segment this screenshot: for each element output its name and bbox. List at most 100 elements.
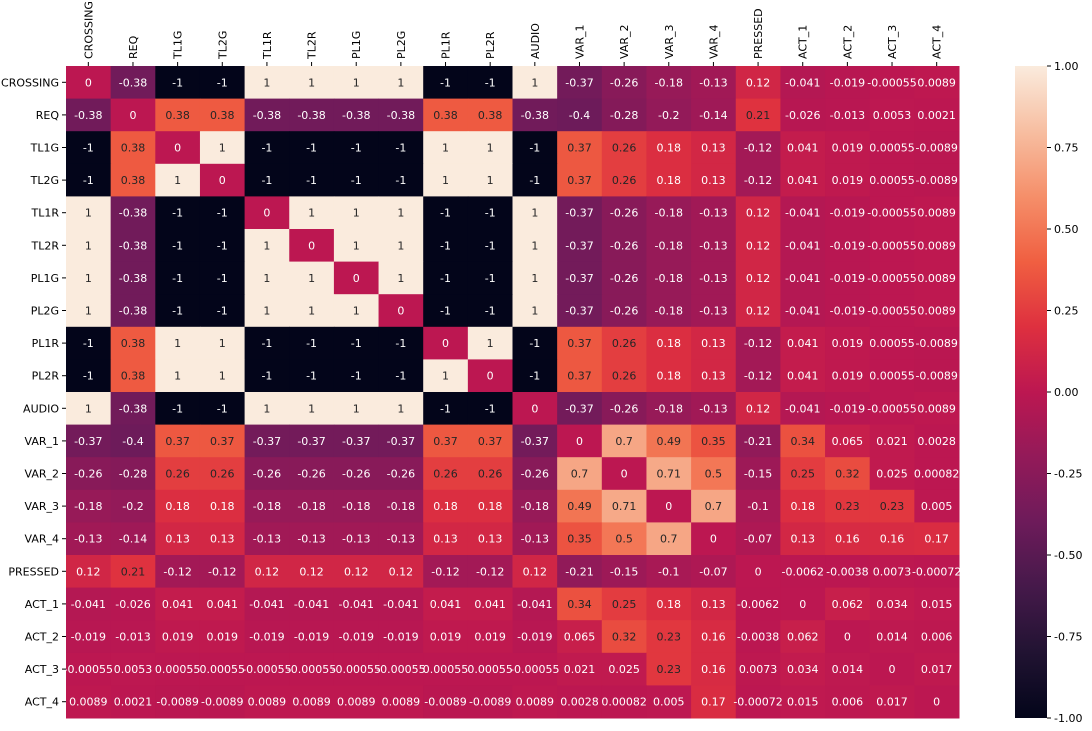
heatmap-cell (512, 229, 558, 263)
heatmap-cell (557, 66, 603, 100)
heatmap-cell (289, 489, 335, 523)
heatmap-cell (512, 620, 558, 654)
heatmap-cell (378, 294, 424, 328)
cell-value-label: -0.4 (569, 109, 590, 122)
heatmap-cell (289, 359, 335, 393)
cell-value-label: 0.0053 (114, 663, 153, 676)
heatmap-cell (110, 359, 156, 393)
heatmap-cell (735, 652, 781, 686)
heatmap-cell (735, 294, 781, 328)
cell-value-label: -0.18 (655, 305, 683, 318)
cell-value-label: -0.041 (249, 598, 284, 611)
y-tick-label: ACT_4 (25, 696, 59, 709)
heatmap-cell (557, 489, 603, 523)
heatmap-cell (110, 457, 156, 491)
heatmap-cell (199, 163, 246, 197)
cell-value-label: -0.1 (747, 500, 768, 513)
heatmap-cell (467, 489, 513, 523)
cell-value-label: -0.38 (521, 109, 549, 122)
heatmap-cell (691, 326, 737, 360)
heatmap-cell (869, 555, 915, 589)
cell-value-label: 0.0089 (917, 402, 956, 415)
x-tick-label: PL1G (350, 31, 363, 59)
heatmap-cell (155, 359, 201, 393)
heatmap-cell (289, 163, 335, 197)
heatmap-cell (646, 261, 692, 295)
colorbar-tick-label: 0.00 (1054, 386, 1079, 399)
cell-value-label: 0.019 (430, 631, 462, 644)
cell-value-label: 0.019 (162, 631, 194, 644)
heatmap-cell (780, 685, 826, 719)
heatmap-cell (691, 522, 737, 556)
heatmap-cell (512, 489, 558, 523)
heatmap-cell (155, 261, 201, 295)
cell-value-label: -0.019 (517, 631, 552, 644)
cell-value-label: 1 (219, 337, 226, 350)
cell-value-label: 0.0089 (917, 272, 956, 285)
cell-value-label: -0.18 (521, 500, 549, 513)
cell-value-label: 0.49 (567, 500, 592, 513)
cell-value-label: 0.017 (876, 696, 908, 709)
cell-value-label: -1 (83, 370, 94, 383)
cell-value-label: 0.0089 (917, 207, 956, 220)
cell-value-label: 1 (263, 305, 270, 318)
cell-value-label: -0.07 (699, 565, 727, 578)
cell-value-label: 0.18 (165, 500, 190, 513)
heatmap-cell (557, 163, 603, 197)
heatmap-cell (646, 652, 692, 686)
heatmap-cell (423, 131, 469, 165)
cell-value-label: -0.26 (610, 305, 638, 318)
heatmap-cell (825, 555, 871, 589)
heatmap-cell (244, 326, 290, 360)
heatmap-cell (735, 98, 781, 132)
heatmap-cell (467, 196, 513, 230)
heatmap-cell (378, 66, 424, 100)
heatmap-cell (601, 98, 647, 132)
heatmap-cell (869, 359, 915, 393)
cell-value-label: 0.25 (612, 598, 637, 611)
cell-value-label: 0.7 (660, 533, 678, 546)
cell-value-label: -1 (529, 174, 540, 187)
heatmap-cell (557, 522, 603, 556)
heatmap-cell (378, 522, 424, 556)
heatmap-cell (155, 131, 201, 165)
cell-value-label: 0.041 (474, 598, 506, 611)
heatmap-cell (423, 98, 469, 132)
heatmap-cell (378, 392, 424, 426)
heatmap-cell (199, 392, 246, 426)
cell-value-label: 0.7 (571, 468, 589, 481)
heatmap-cell (66, 294, 112, 328)
heatmap-cell (601, 326, 647, 360)
cell-value-label: 0.26 (612, 174, 637, 187)
heatmap-cell (289, 424, 335, 458)
cell-value-label: 1 (85, 305, 92, 318)
cell-value-label: 0.00055 (200, 663, 246, 676)
heatmap-cell (155, 98, 201, 132)
cell-value-label: -0.0089 (915, 142, 957, 155)
cell-value-label: -0.0089 (424, 696, 466, 709)
cell-value-label: -0.18 (74, 500, 102, 513)
cell-value-label: 0.014 (832, 663, 864, 676)
heatmap-cell (646, 555, 692, 589)
cell-value-label: -1 (485, 272, 496, 285)
cell-value-label: -0.026 (115, 598, 150, 611)
cell-value-label: 0.37 (567, 174, 592, 187)
cell-value-label: -0.13 (699, 239, 727, 252)
cell-value-label: -0.00055 (867, 207, 916, 220)
heatmap-cell (244, 620, 290, 654)
cell-value-label: 0.041 (787, 142, 819, 155)
cell-value-label: 0 (174, 142, 181, 155)
cell-value-label: 0 (442, 337, 449, 350)
cell-value-label: 1 (353, 305, 360, 318)
heatmap-cell (735, 424, 781, 458)
cell-value-label: 0.5 (615, 533, 633, 546)
cell-value-label: 1 (397, 207, 404, 220)
cell-value-label: -0.019 (338, 631, 373, 644)
heatmap-cell (601, 489, 647, 523)
heatmap-cell (289, 98, 335, 132)
cell-value-label: 0.37 (567, 142, 592, 155)
heatmap-cell (66, 457, 112, 491)
cell-value-label: -0.37 (565, 305, 593, 318)
heatmap-cell (914, 294, 960, 328)
cell-value-label: 0.13 (478, 533, 503, 546)
